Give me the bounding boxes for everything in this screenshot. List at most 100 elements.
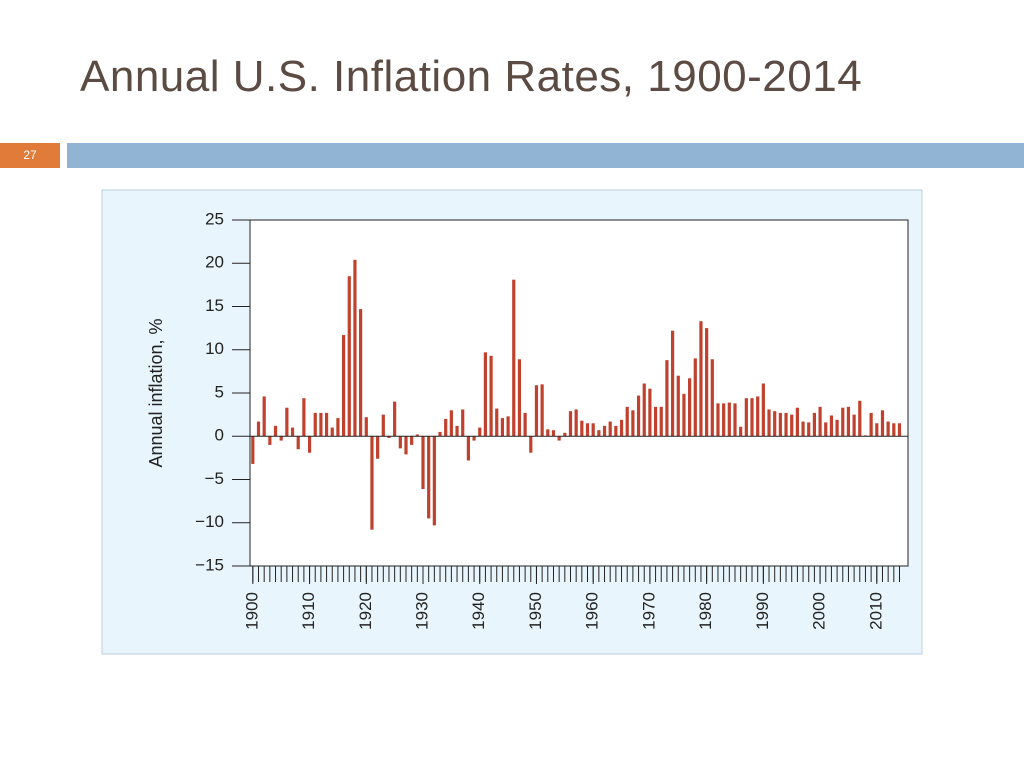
bar — [880, 410, 885, 437]
bar — [886, 421, 890, 437]
bar — [421, 436, 425, 490]
bar — [756, 396, 760, 437]
bar — [801, 421, 805, 437]
bar — [290, 427, 295, 437]
bar — [449, 410, 453, 437]
bar — [546, 429, 550, 437]
bar — [597, 430, 601, 437]
bar — [778, 412, 782, 437]
bar — [648, 388, 652, 437]
bar — [273, 425, 278, 437]
bar — [307, 436, 312, 453]
bar — [251, 436, 255, 464]
y-axis-title: Annual inflation, % — [146, 318, 166, 467]
bar — [716, 403, 720, 437]
x-tick-label: 1900 — [242, 592, 261, 630]
bar — [699, 321, 703, 437]
bar — [506, 416, 510, 437]
x-tick-label: 1920 — [356, 592, 375, 630]
bar — [897, 423, 902, 437]
bar — [268, 436, 272, 445]
bar — [461, 409, 465, 437]
y-tick-label: 20 — [205, 253, 224, 272]
bar — [767, 409, 771, 437]
bar — [574, 409, 578, 437]
bar — [795, 407, 799, 437]
bar — [653, 406, 658, 437]
y-tick-label: −10 — [195, 512, 224, 531]
slide-title: Annual U.S. Inflation Rates, 1900-2014 — [80, 52, 863, 101]
bar — [540, 384, 544, 437]
bar — [279, 436, 283, 441]
bar — [602, 425, 607, 437]
bar — [324, 412, 329, 437]
bar — [557, 436, 561, 441]
bar — [773, 411, 777, 437]
bar — [500, 418, 505, 437]
bar — [381, 414, 385, 437]
bar — [818, 406, 822, 437]
bar — [829, 415, 834, 437]
bar — [858, 400, 862, 437]
x-tick-label: 1980 — [696, 592, 715, 630]
bar — [432, 436, 436, 526]
bar — [875, 423, 879, 437]
bar — [517, 359, 522, 437]
bar — [636, 395, 641, 437]
y-tick-label: 15 — [205, 296, 224, 315]
bar — [483, 352, 488, 437]
bar — [790, 414, 794, 437]
bar — [410, 436, 414, 445]
bar — [285, 407, 289, 437]
bar — [398, 436, 402, 449]
bar — [580, 420, 584, 437]
bar — [744, 398, 748, 437]
x-tick-label: 1910 — [299, 592, 318, 630]
bar — [466, 436, 470, 461]
y-tick-label: −15 — [195, 555, 224, 574]
bar — [523, 412, 527, 437]
bar — [733, 403, 737, 437]
bar — [750, 398, 754, 437]
bar — [852, 414, 856, 437]
bar — [370, 436, 374, 530]
bar — [642, 383, 646, 437]
bar — [262, 396, 266, 437]
bar — [761, 383, 765, 437]
bar — [812, 412, 817, 437]
y-tick-label: 25 — [205, 209, 224, 228]
bar — [676, 375, 680, 437]
bar — [534, 385, 539, 437]
bar — [665, 360, 669, 437]
bar — [585, 423, 590, 437]
bar — [512, 279, 516, 437]
header-band — [67, 143, 1024, 168]
bar — [302, 398, 306, 437]
bar — [347, 276, 351, 437]
bar — [710, 359, 714, 437]
x-tick-label: 1940 — [469, 592, 488, 630]
bar — [495, 408, 499, 437]
bar — [336, 418, 340, 437]
bar — [705, 328, 709, 437]
bar — [330, 427, 334, 437]
y-tick-label: 5 — [215, 382, 224, 401]
bar — [619, 419, 624, 437]
bar — [722, 403, 726, 437]
bar — [835, 419, 839, 437]
bar — [682, 393, 686, 437]
bar — [631, 410, 635, 437]
bar — [841, 407, 845, 437]
x-tick-label: 2010 — [866, 592, 885, 630]
bar — [393, 401, 397, 437]
bar — [438, 431, 442, 437]
x-tick-label: 1930 — [412, 592, 431, 630]
bar — [415, 434, 419, 437]
bar — [659, 406, 663, 437]
bar — [376, 436, 380, 459]
bar — [670, 330, 675, 437]
x-tick-label: 1990 — [753, 592, 772, 630]
bar — [727, 402, 731, 437]
bar — [892, 423, 896, 437]
bar — [472, 436, 476, 441]
